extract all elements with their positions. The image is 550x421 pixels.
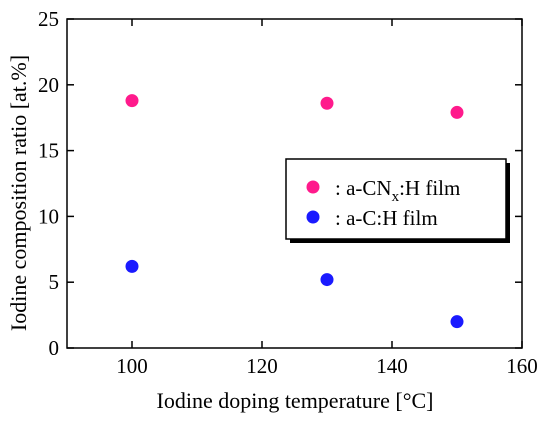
legend: : a-CNx:H film : a-C:H film xyxy=(285,158,510,243)
y-tick-label: 0 xyxy=(49,336,60,360)
y-tick-label: 25 xyxy=(38,7,59,31)
legend-box xyxy=(285,158,507,240)
data-point-series-1 xyxy=(125,259,139,273)
data-point-series-1 xyxy=(450,315,464,329)
legend-label-a-ch: : a-C:H film xyxy=(335,206,438,230)
x-tick-label: 120 xyxy=(246,354,278,378)
y-tick-label: 10 xyxy=(38,204,59,228)
data-point-series-0 xyxy=(450,105,464,119)
x-tick-label: 140 xyxy=(376,354,408,378)
data-point-series-1 xyxy=(320,273,334,287)
y-tick-label: 5 xyxy=(49,270,60,294)
plot-frame xyxy=(66,18,523,349)
legend-label-a-cnx: : a-CNx:H film xyxy=(335,176,460,205)
legend-marker-a-cnx xyxy=(306,180,320,194)
x-axis-title: Iodine doping temperature [°C] xyxy=(157,388,434,413)
x-tick-label: 100 xyxy=(116,354,148,378)
data-point-series-0 xyxy=(320,96,334,110)
data-point-series-0 xyxy=(125,94,139,108)
legend-marker-a-ch xyxy=(306,210,320,224)
y-axis-title: Iodine composition ratio [at.%] xyxy=(6,55,31,331)
x-tick-label: 160 xyxy=(506,354,538,378)
y-tick-label: 15 xyxy=(38,139,59,163)
y-tick-label: 20 xyxy=(38,73,59,97)
